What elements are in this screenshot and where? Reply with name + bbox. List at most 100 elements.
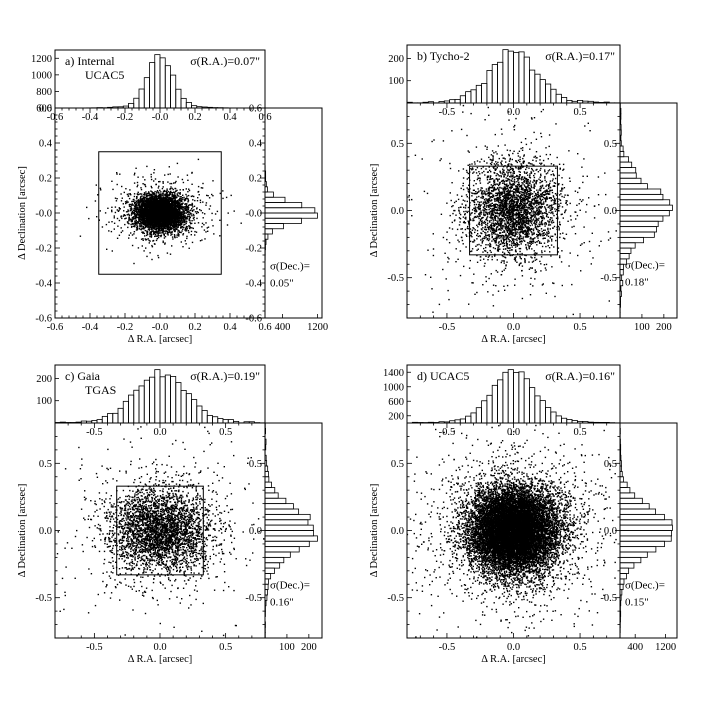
scatter-point (149, 200, 151, 203)
scatter-point (148, 204, 150, 206)
scatter-point (157, 235, 159, 237)
scatter-point (133, 262, 135, 265)
scatter-point (188, 227, 191, 229)
scatter-point (149, 234, 151, 236)
scatter-point (168, 226, 170, 228)
scatter-point (184, 227, 187, 229)
scatter-point (172, 221, 175, 224)
scatter-point (144, 203, 146, 205)
scatter-point (133, 211, 135, 214)
scatter-point (121, 230, 124, 232)
scatter-point (157, 215, 159, 218)
scatter-point (147, 214, 150, 217)
scatter-point (179, 231, 181, 233)
scatter-point (142, 238, 144, 240)
scatter-point (173, 198, 175, 200)
scatter-point (182, 219, 184, 221)
scatter-point (178, 221, 180, 223)
scatter-point (184, 212, 186, 214)
scatter-point (141, 214, 144, 217)
scatter-point (162, 218, 165, 220)
scatter-point (198, 194, 200, 196)
scatter-point (211, 219, 213, 221)
scatter-point (139, 205, 141, 208)
scatter-point (136, 204, 138, 207)
scatter-point (170, 209, 172, 212)
scatter-point (172, 194, 174, 196)
scatter-point (140, 195, 142, 198)
scatter-point (176, 214, 179, 216)
scatter-point (134, 200, 136, 202)
scatter-point (154, 198, 156, 201)
scatter-point (168, 231, 170, 233)
scatter-point (164, 223, 167, 226)
scatter-point (133, 222, 136, 224)
scatter-point (177, 206, 179, 208)
scatter-point (179, 217, 181, 219)
scatter-point (88, 217, 90, 220)
scatter-point (159, 199, 161, 201)
scatter-point (142, 239, 144, 241)
scatter-point (171, 225, 174, 227)
scatter-point (165, 197, 167, 199)
scatter-point (193, 195, 195, 198)
scatter-point (169, 173, 171, 175)
scatter-point (158, 209, 160, 211)
scatter-point (181, 197, 184, 199)
scatter-point (199, 199, 202, 201)
scatter-point (154, 194, 156, 197)
scatter-point (141, 209, 143, 212)
scatter-point (147, 219, 149, 221)
scatter-point (124, 218, 126, 220)
scatter-point (178, 230, 180, 232)
scatter-point (174, 193, 176, 195)
scatter-point (128, 205, 131, 207)
scatter-point (145, 197, 147, 199)
scatter-point (196, 207, 198, 209)
scatter-point (167, 233, 169, 235)
scatter-point (142, 176, 144, 178)
scatter-point (206, 227, 208, 229)
scatter-point (152, 230, 154, 232)
scatter-point (151, 210, 153, 212)
scatter-point (145, 239, 147, 241)
scatter-point (182, 234, 184, 236)
scatter-point (163, 196, 165, 199)
scatter-point (171, 192, 174, 194)
scatter-point (153, 232, 155, 235)
scatter-point (171, 233, 173, 236)
scatter-point (187, 194, 190, 197)
scatter-point (159, 196, 161, 199)
scatter-point (150, 228, 152, 230)
scatter-point (143, 232, 145, 235)
scatter-point (178, 213, 181, 215)
scatter-point (161, 215, 164, 218)
scatter-point (164, 205, 166, 208)
scatter-point (181, 217, 183, 219)
scatter-point (163, 189, 166, 192)
scatter-point (197, 197, 199, 199)
scatter-point (168, 212, 170, 214)
scatter-point (131, 216, 134, 219)
scatter-point (140, 198, 142, 200)
scatter-point (152, 197, 155, 200)
scatter-point (137, 210, 139, 212)
scatter-point (161, 209, 163, 211)
scatter-point (168, 198, 171, 200)
scatter-point (187, 179, 189, 181)
scatter-point (175, 180, 177, 183)
scatter-point (168, 193, 170, 196)
scatter-point (152, 223, 154, 226)
scatter-point (163, 224, 165, 226)
scatter-point (111, 210, 113, 213)
scatter-point (146, 255, 148, 258)
scatter-point (159, 198, 161, 200)
scatter-point (211, 212, 213, 215)
scatter-point (149, 194, 152, 196)
scatter-point (163, 230, 165, 232)
scatter-point (149, 232, 151, 234)
scatter-point (174, 206, 177, 208)
scatter-point (176, 203, 178, 205)
scatter-point (191, 215, 193, 217)
scatter-point (159, 195, 161, 197)
